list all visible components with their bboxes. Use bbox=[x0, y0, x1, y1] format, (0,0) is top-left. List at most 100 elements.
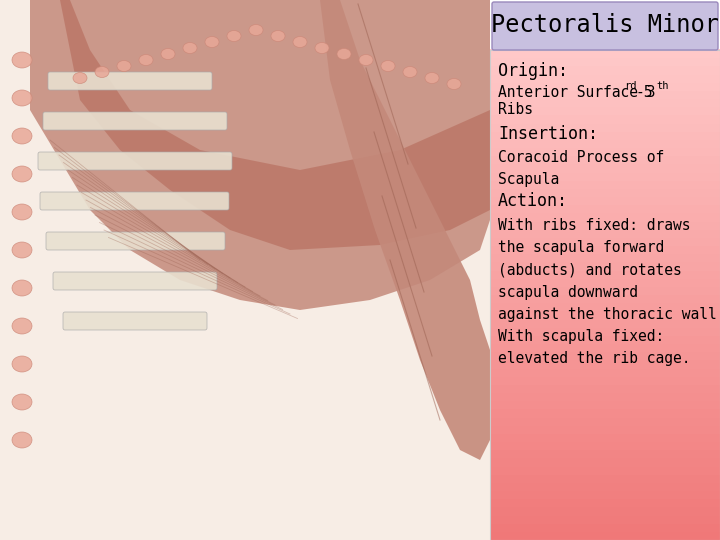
Ellipse shape bbox=[447, 78, 461, 90]
Bar bbox=[490, 228, 720, 238]
Polygon shape bbox=[60, 0, 490, 250]
Bar bbox=[490, 498, 720, 508]
Bar bbox=[490, 90, 720, 99]
Bar bbox=[490, 351, 720, 360]
Ellipse shape bbox=[12, 356, 32, 372]
FancyBboxPatch shape bbox=[38, 152, 232, 170]
Bar bbox=[490, 114, 720, 124]
Bar bbox=[490, 172, 720, 181]
FancyBboxPatch shape bbox=[46, 232, 225, 250]
Ellipse shape bbox=[403, 66, 417, 78]
Bar bbox=[490, 278, 720, 287]
Bar bbox=[490, 123, 720, 132]
Bar bbox=[490, 188, 720, 197]
Bar bbox=[490, 49, 720, 58]
Bar bbox=[490, 253, 720, 262]
FancyBboxPatch shape bbox=[48, 72, 212, 90]
Text: Origin:: Origin: bbox=[498, 62, 568, 80]
Bar bbox=[490, 359, 720, 368]
Bar bbox=[490, 82, 720, 91]
Ellipse shape bbox=[359, 55, 373, 65]
Bar bbox=[490, 343, 720, 352]
Bar bbox=[490, 490, 720, 499]
Ellipse shape bbox=[381, 60, 395, 71]
Bar bbox=[490, 327, 720, 336]
Bar bbox=[490, 237, 720, 246]
Bar bbox=[490, 392, 720, 401]
Polygon shape bbox=[30, 0, 490, 310]
Bar bbox=[490, 531, 720, 540]
FancyBboxPatch shape bbox=[40, 192, 229, 210]
Bar bbox=[490, 294, 720, 303]
Bar bbox=[490, 204, 720, 213]
FancyBboxPatch shape bbox=[43, 112, 227, 130]
Bar bbox=[490, 180, 720, 189]
Bar bbox=[490, 286, 720, 295]
FancyBboxPatch shape bbox=[492, 2, 718, 50]
Ellipse shape bbox=[271, 30, 285, 42]
Bar bbox=[490, 319, 720, 328]
Ellipse shape bbox=[425, 72, 439, 84]
Ellipse shape bbox=[12, 432, 32, 448]
Bar bbox=[490, 106, 720, 116]
Bar bbox=[490, 139, 720, 148]
FancyBboxPatch shape bbox=[63, 312, 207, 330]
Bar bbox=[490, 433, 720, 442]
Bar bbox=[490, 335, 720, 344]
Ellipse shape bbox=[12, 166, 32, 182]
Ellipse shape bbox=[337, 49, 351, 59]
Bar bbox=[490, 515, 720, 524]
Text: rd: rd bbox=[624, 81, 636, 91]
Text: Coracoid Process of
Scapula: Coracoid Process of Scapula bbox=[498, 150, 665, 187]
Bar bbox=[490, 50, 720, 540]
Bar bbox=[490, 507, 720, 516]
Bar bbox=[490, 212, 720, 221]
Ellipse shape bbox=[117, 60, 131, 71]
Bar bbox=[490, 424, 720, 434]
Ellipse shape bbox=[73, 72, 87, 84]
Bar bbox=[490, 220, 720, 230]
Bar bbox=[490, 474, 720, 483]
Bar bbox=[490, 73, 720, 83]
Bar bbox=[490, 449, 720, 458]
Ellipse shape bbox=[12, 52, 32, 68]
Bar bbox=[490, 302, 720, 312]
Bar bbox=[490, 441, 720, 450]
Text: Pectoralis Minor: Pectoralis Minor bbox=[491, 13, 719, 37]
Ellipse shape bbox=[139, 55, 153, 65]
Bar bbox=[490, 400, 720, 409]
Bar bbox=[490, 131, 720, 140]
Bar bbox=[490, 147, 720, 156]
Ellipse shape bbox=[183, 43, 197, 53]
Bar bbox=[490, 65, 720, 75]
Bar bbox=[490, 245, 720, 254]
Ellipse shape bbox=[293, 37, 307, 48]
FancyBboxPatch shape bbox=[53, 272, 217, 290]
Ellipse shape bbox=[12, 242, 32, 258]
Ellipse shape bbox=[12, 394, 32, 410]
Bar bbox=[490, 163, 720, 172]
Bar bbox=[490, 310, 720, 320]
Ellipse shape bbox=[12, 318, 32, 334]
Ellipse shape bbox=[12, 280, 32, 296]
Text: th: th bbox=[656, 81, 668, 91]
Bar bbox=[490, 416, 720, 426]
Text: Action:: Action: bbox=[498, 192, 568, 210]
Bar bbox=[490, 155, 720, 164]
Ellipse shape bbox=[205, 37, 219, 48]
Bar bbox=[490, 408, 720, 417]
Bar bbox=[490, 57, 720, 66]
Ellipse shape bbox=[12, 90, 32, 106]
Ellipse shape bbox=[95, 66, 109, 78]
Bar bbox=[490, 523, 720, 532]
Bar bbox=[490, 196, 720, 205]
Ellipse shape bbox=[315, 43, 329, 53]
Bar bbox=[490, 368, 720, 377]
Text: With ribs fixed: draws
the scapula forward
(abducts) and rotates
scapula downwar: With ribs fixed: draws the scapula forwa… bbox=[498, 218, 720, 366]
Ellipse shape bbox=[12, 204, 32, 220]
Bar bbox=[490, 482, 720, 491]
Ellipse shape bbox=[161, 49, 175, 59]
Text: Insertion:: Insertion: bbox=[498, 125, 598, 143]
Bar bbox=[490, 465, 720, 475]
Text: -5: -5 bbox=[636, 85, 654, 100]
